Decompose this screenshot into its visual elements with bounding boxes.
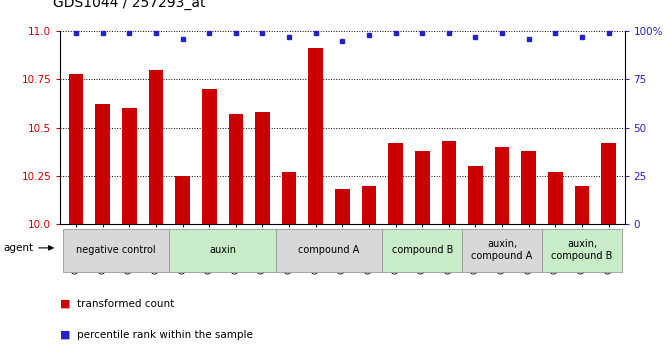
- Bar: [276, 229, 382, 272]
- Bar: [382, 229, 462, 272]
- Text: ■: ■: [60, 299, 71, 308]
- Text: percentile rank within the sample: percentile rank within the sample: [77, 330, 253, 339]
- Bar: [442, 141, 456, 224]
- Bar: [96, 105, 110, 224]
- Bar: [169, 229, 276, 272]
- Text: compound A: compound A: [299, 245, 359, 255]
- Bar: [574, 186, 589, 224]
- Bar: [282, 172, 297, 224]
- Bar: [468, 166, 483, 224]
- Text: auxin: auxin: [209, 245, 236, 255]
- Bar: [149, 70, 163, 224]
- Bar: [122, 108, 137, 224]
- Bar: [309, 48, 323, 224]
- Bar: [388, 143, 403, 224]
- Bar: [548, 172, 562, 224]
- Text: ■: ■: [60, 330, 71, 339]
- Bar: [175, 176, 190, 224]
- Bar: [462, 229, 542, 272]
- Bar: [522, 151, 536, 224]
- Bar: [255, 112, 270, 224]
- Text: agent: agent: [3, 243, 33, 253]
- Text: negative control: negative control: [76, 245, 156, 255]
- Bar: [335, 189, 349, 224]
- Bar: [415, 151, 430, 224]
- Bar: [542, 229, 622, 272]
- Bar: [69, 73, 84, 224]
- Bar: [63, 229, 169, 272]
- Bar: [361, 186, 376, 224]
- Bar: [495, 147, 510, 224]
- Text: auxin,
compound A: auxin, compound A: [472, 239, 532, 261]
- Text: auxin,
compound B: auxin, compound B: [551, 239, 613, 261]
- Bar: [228, 114, 243, 224]
- Bar: [202, 89, 216, 224]
- Bar: [601, 143, 616, 224]
- Text: transformed count: transformed count: [77, 299, 174, 308]
- Text: GDS1044 / 257293_at: GDS1044 / 257293_at: [53, 0, 206, 10]
- Text: compound B: compound B: [391, 245, 453, 255]
